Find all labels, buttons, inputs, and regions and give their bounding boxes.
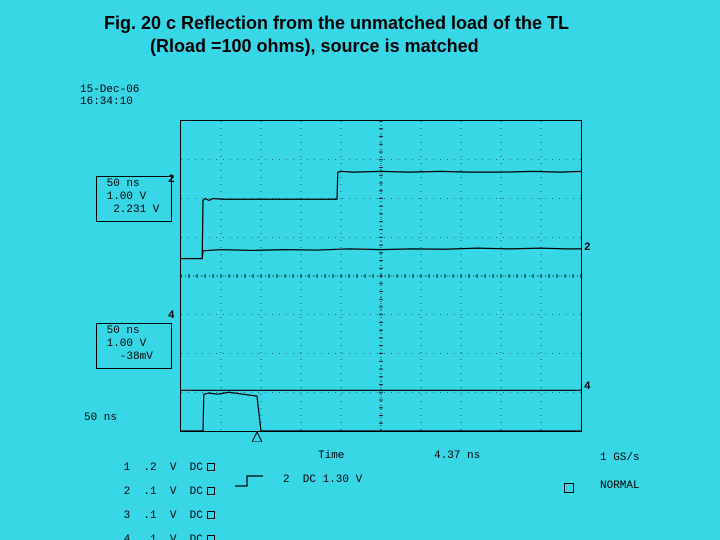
ch-row-1: 1 .2 V DC xyxy=(124,462,203,474)
ch-row-3: 3 .1 V DC xyxy=(124,510,203,522)
ch4-info-box: 50 ns 1.00 V -38mV xyxy=(96,323,172,369)
ch4-marker: 4 xyxy=(168,310,175,322)
trigger-arrow-icon xyxy=(252,432,262,442)
ch-row-4: 4 .1 V DC xyxy=(124,534,203,540)
timestamp-date: 15-Dec-06 xyxy=(80,84,139,96)
ch2-info-box: 50 ns 1.00 V 2.231 V xyxy=(96,176,172,222)
ch2-timebase: 50 ns xyxy=(100,178,140,190)
timebase-label: 50 ns xyxy=(84,412,117,424)
coupling-icon xyxy=(207,535,215,540)
trigger-edge-icon xyxy=(235,474,265,488)
figure-title: Fig. 20 c Reflection from the unmatched … xyxy=(104,12,624,57)
ch4-vdiv: 1.00 V xyxy=(100,338,146,350)
title-line-2: (Rload =100 ohms), source is matched xyxy=(104,36,479,56)
oscilloscope-screenshot: 15-Dec-06 16:34:10 2 50 ns 1.00 V 2.231 … xyxy=(80,82,680,512)
ch4-right-marker: 4 xyxy=(584,381,591,393)
stop-icon xyxy=(564,483,574,493)
channel-table: 1 .2 V DC 2 .1 V DC 3 .1 V DC 4 .1 V DC xyxy=(84,450,215,540)
time-cursor-value: 4.37 ns xyxy=(434,450,480,462)
ch2-vdiv: 1.00 V xyxy=(100,191,146,203)
ch4-meas: -38mV xyxy=(100,351,153,363)
ch4-timebase: 50 ns xyxy=(100,325,140,337)
time-axis-label: Time xyxy=(318,450,344,462)
ch-row-2: 2 .1 V DC xyxy=(124,486,203,498)
coupling-icon xyxy=(207,463,215,471)
ch2-right-marker: 2 xyxy=(584,242,591,254)
timestamp-time: 16:34:10 xyxy=(80,96,133,108)
sample-rate: 1 GS/s xyxy=(600,452,640,464)
coupling-icon xyxy=(207,511,215,519)
ch2-meas: 2.231 V xyxy=(100,204,159,216)
title-line-1: Fig. 20 c Reflection from the unmatched … xyxy=(104,13,569,33)
scope-plot xyxy=(180,120,582,432)
slide: Fig. 20 c Reflection from the unmatched … xyxy=(0,0,720,540)
trigger-label: 2 DC 1.30 V xyxy=(283,474,362,486)
sweep-mode: NORMAL xyxy=(600,480,640,492)
coupling-icon xyxy=(207,487,215,495)
scope-svg xyxy=(181,121,581,431)
